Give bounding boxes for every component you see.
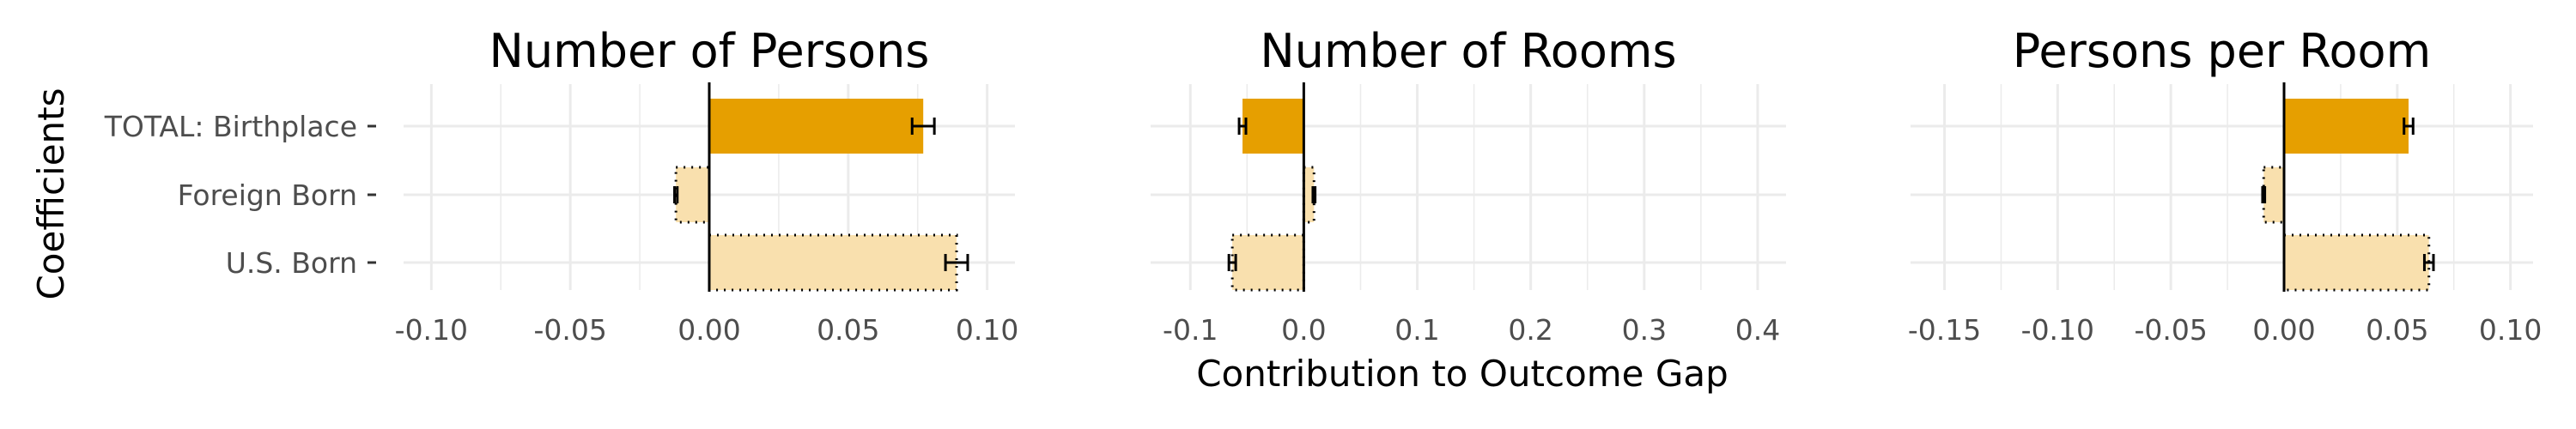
error-bar xyxy=(1237,118,1248,135)
error-bar xyxy=(2422,254,2435,271)
bar xyxy=(674,166,711,224)
x-tick-label: -0.10 xyxy=(395,313,468,347)
bar xyxy=(1302,166,1315,224)
error-bar xyxy=(673,186,679,203)
x-tick-label: 0.00 xyxy=(677,313,740,347)
x-tick-label: -0.1 xyxy=(1163,313,1218,347)
category-label: U.S. Born xyxy=(226,246,357,280)
category-label: Foreign Born xyxy=(178,178,357,212)
error-bar xyxy=(2403,118,2415,135)
x-tick-label: -0.05 xyxy=(533,313,606,347)
panel-2: -0.1 0.0 0.1 0.2 0.3 0.4 Number of Rooms xyxy=(1151,24,1786,347)
x-tick-label: -0.05 xyxy=(2134,313,2207,347)
bar xyxy=(2284,99,2409,154)
error-bar xyxy=(2261,186,2267,203)
x-tick-label: 0.1 xyxy=(1394,313,1439,347)
x-tick-label: 0.3 xyxy=(1622,313,1667,347)
x-tick-label: -0.15 xyxy=(1908,313,1981,347)
error-bar xyxy=(1311,186,1317,203)
x-tick-label: -0.10 xyxy=(2021,313,2094,347)
x-tick-label: 0.00 xyxy=(2252,313,2315,347)
error-bar xyxy=(1227,254,1237,271)
x-tick-label: 0.05 xyxy=(817,313,879,347)
panel-1: -0.10 -0.05 0.00 0.05 0.10 Number of Persons xyxy=(395,24,1019,347)
panel-title: Persons per Room xyxy=(2013,24,2431,78)
error-bar xyxy=(910,118,936,135)
panel-3: -0.15 -0.10 -0.05 0.00 0.05 0.10 Persons per R… xyxy=(1908,24,2543,347)
x-tick-label: 0.2 xyxy=(1508,313,1552,347)
category-label: TOTAL: Birthplace xyxy=(104,110,357,143)
bar xyxy=(708,233,958,292)
panel-title: Number of Rooms xyxy=(1260,24,1676,78)
x-tick-label: 0.05 xyxy=(2366,313,2428,347)
x-tick-label: 0.10 xyxy=(2479,313,2542,347)
x-axis-title: Contribution to Outcome Gap xyxy=(1196,353,1728,395)
x-tick-label: 0.0 xyxy=(1281,313,1326,347)
bar xyxy=(2262,166,2286,224)
bar xyxy=(709,99,924,154)
bar xyxy=(1230,233,1305,292)
x-tick-label: 0.4 xyxy=(1735,313,1780,347)
bar xyxy=(1242,99,1304,154)
y-axis-title: Coefficients xyxy=(30,88,72,299)
panel-title: Number of Persons xyxy=(489,24,930,78)
x-tick-label: 0.10 xyxy=(956,313,1018,347)
bar xyxy=(2282,233,2431,292)
error-bar xyxy=(944,254,969,271)
